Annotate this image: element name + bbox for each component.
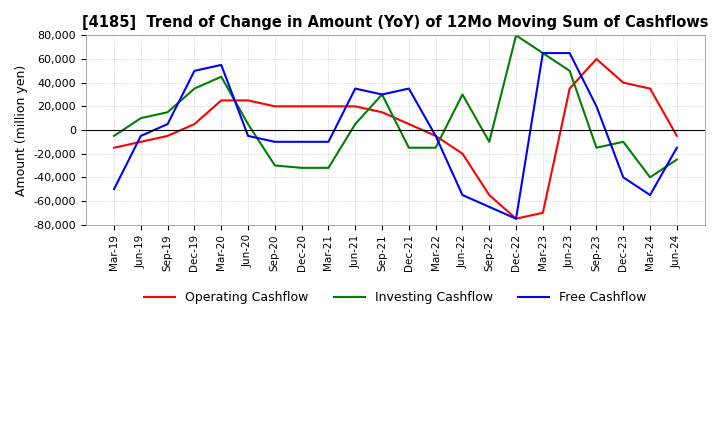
Investing Cashflow xyxy=(646,175,654,180)
Operating Cashflow xyxy=(190,121,199,127)
Investing Cashflow xyxy=(485,139,494,144)
Investing Cashflow xyxy=(431,145,440,150)
Investing Cashflow xyxy=(592,145,600,150)
Operating Cashflow xyxy=(458,151,467,156)
Operating Cashflow xyxy=(163,133,172,139)
Investing Cashflow xyxy=(109,133,118,139)
Free Cashflow xyxy=(217,62,225,68)
Operating Cashflow xyxy=(539,210,547,216)
Investing Cashflow xyxy=(512,33,521,38)
Investing Cashflow xyxy=(619,139,628,144)
Investing Cashflow xyxy=(378,92,387,97)
Operating Cashflow xyxy=(244,98,253,103)
Free Cashflow xyxy=(271,139,279,144)
Title: [4185]  Trend of Change in Amount (YoY) of 12Mo Moving Sum of Cashflows: [4185] Trend of Change in Amount (YoY) o… xyxy=(82,15,708,30)
Free Cashflow xyxy=(646,192,654,198)
Line: Free Cashflow: Free Cashflow xyxy=(114,53,677,219)
Free Cashflow xyxy=(163,121,172,127)
Operating Cashflow xyxy=(271,104,279,109)
Free Cashflow xyxy=(512,216,521,221)
Operating Cashflow xyxy=(378,110,387,115)
Line: Operating Cashflow: Operating Cashflow xyxy=(114,59,677,219)
Operating Cashflow xyxy=(565,86,574,91)
Free Cashflow xyxy=(190,68,199,73)
Operating Cashflow xyxy=(485,192,494,198)
Free Cashflow xyxy=(485,204,494,209)
Operating Cashflow xyxy=(619,80,628,85)
Operating Cashflow xyxy=(137,139,145,144)
Y-axis label: Amount (million yen): Amount (million yen) xyxy=(15,64,28,196)
Operating Cashflow xyxy=(109,145,118,150)
Investing Cashflow xyxy=(324,165,333,170)
Line: Investing Cashflow: Investing Cashflow xyxy=(114,35,677,177)
Investing Cashflow xyxy=(217,74,225,79)
Legend: Operating Cashflow, Investing Cashflow, Free Cashflow: Operating Cashflow, Investing Cashflow, … xyxy=(139,286,652,309)
Investing Cashflow xyxy=(190,86,199,91)
Investing Cashflow xyxy=(163,110,172,115)
Investing Cashflow xyxy=(458,92,467,97)
Investing Cashflow xyxy=(405,145,413,150)
Free Cashflow xyxy=(431,133,440,139)
Investing Cashflow xyxy=(539,51,547,56)
Free Cashflow xyxy=(458,192,467,198)
Operating Cashflow xyxy=(405,121,413,127)
Operating Cashflow xyxy=(512,216,521,221)
Free Cashflow xyxy=(565,51,574,56)
Investing Cashflow xyxy=(137,116,145,121)
Operating Cashflow xyxy=(592,56,600,62)
Free Cashflow xyxy=(297,139,306,144)
Investing Cashflow xyxy=(297,165,306,170)
Free Cashflow xyxy=(244,133,253,139)
Free Cashflow xyxy=(619,175,628,180)
Operating Cashflow xyxy=(351,104,359,109)
Operating Cashflow xyxy=(672,133,681,139)
Free Cashflow xyxy=(539,51,547,56)
Operating Cashflow xyxy=(431,133,440,139)
Free Cashflow xyxy=(592,104,600,109)
Investing Cashflow xyxy=(565,68,574,73)
Free Cashflow xyxy=(109,187,118,192)
Free Cashflow xyxy=(351,86,359,91)
Operating Cashflow xyxy=(646,86,654,91)
Operating Cashflow xyxy=(324,104,333,109)
Free Cashflow xyxy=(137,133,145,139)
Investing Cashflow xyxy=(672,157,681,162)
Free Cashflow xyxy=(378,92,387,97)
Investing Cashflow xyxy=(244,121,253,127)
Operating Cashflow xyxy=(217,98,225,103)
Free Cashflow xyxy=(672,145,681,150)
Operating Cashflow xyxy=(297,104,306,109)
Free Cashflow xyxy=(324,139,333,144)
Investing Cashflow xyxy=(271,163,279,168)
Investing Cashflow xyxy=(351,121,359,127)
Free Cashflow xyxy=(405,86,413,91)
